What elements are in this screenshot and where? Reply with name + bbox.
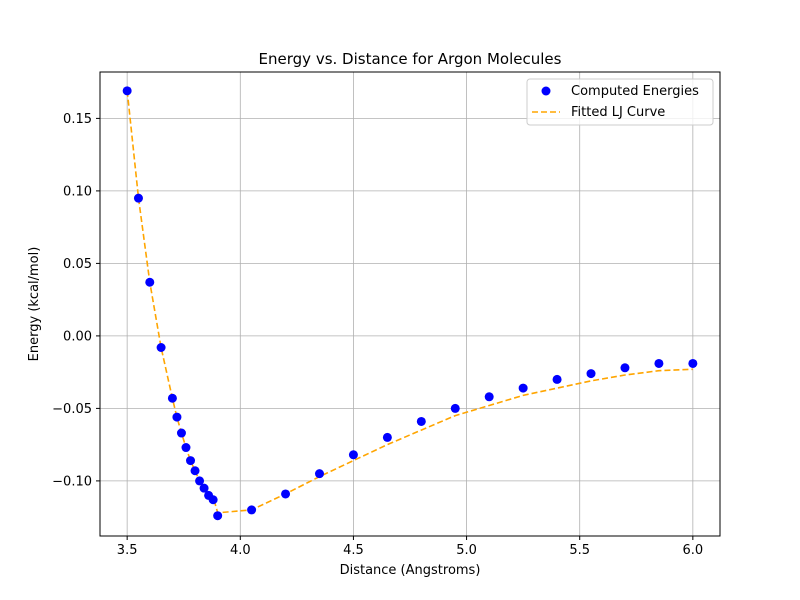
chart-title: Energy vs. Distance for Argon Molecules — [259, 50, 562, 68]
computed-energy-point — [552, 374, 562, 384]
y-axis-label: Energy (kcal/mol) — [27, 247, 42, 362]
y-tick-label: 0.10 — [63, 184, 92, 199]
computed-energy-point — [181, 443, 191, 453]
computed-energy-point — [199, 483, 209, 493]
x-axis-ticks: 3.5 4.0 4.5 5.0 5.5 6.0 — [117, 536, 703, 558]
legend-box — [526, 78, 714, 126]
legend-label-fitted-lj-curve: Fitted LJ Curve — [571, 105, 665, 120]
computed-energy-point — [416, 416, 426, 426]
x-tick-label: 3.5 — [117, 543, 138, 558]
y-tick-label: −0.05 — [52, 402, 92, 417]
computed-energy-point — [620, 363, 630, 373]
computed-energy-point — [186, 456, 196, 466]
computed-energy-point — [213, 511, 223, 521]
x-tick-label: 4.5 — [343, 543, 364, 558]
grid-lines — [100, 72, 720, 536]
computed-energy-point — [688, 358, 698, 368]
computed-energy-point — [314, 469, 324, 479]
legend-marker-computed-energies — [541, 86, 551, 96]
computed-energy-point — [190, 466, 200, 476]
x-tick-label: 6.0 — [683, 543, 704, 558]
computed-energy-point — [133, 193, 143, 203]
computed-energy-point — [484, 392, 494, 402]
computed-energy-point — [586, 369, 596, 379]
x-tick-label: 5.5 — [569, 543, 590, 558]
computed-energy-point — [195, 476, 205, 486]
computed-energy-point — [145, 277, 155, 287]
computed-energy-point — [450, 403, 460, 413]
computed-energy-point — [654, 358, 664, 368]
computed-energy-point — [382, 432, 392, 442]
legend-label-computed-energies: Computed Energies — [571, 84, 699, 99]
computed-energy-point — [281, 489, 291, 499]
x-tick-label: 5.0 — [456, 543, 477, 558]
x-axis-label: Distance (Angstroms) — [340, 563, 481, 578]
x-tick-label: 4.0 — [230, 543, 251, 558]
y-axis-ticks: −0.10 −0.05 0.00 0.05 0.10 0.15 — [52, 112, 100, 489]
computed-energy-point — [208, 495, 218, 505]
series-layer — [122, 86, 698, 521]
computed-energy-point — [156, 343, 166, 352]
computed-energy-point — [518, 383, 528, 393]
computed-energy-point — [348, 450, 358, 460]
y-tick-label: 0.15 — [63, 112, 92, 127]
y-tick-label: −0.10 — [52, 474, 92, 489]
computed-energy-point — [176, 428, 186, 438]
y-tick-label: 0.05 — [63, 257, 92, 272]
computed-energy-point — [167, 393, 177, 403]
plot-area-frame — [99, 71, 721, 537]
computed-energy-point — [172, 412, 182, 422]
y-tick-label: 0.00 — [63, 329, 92, 344]
computed-energy-point — [122, 86, 132, 96]
legend: Computed Energies Fitted LJ Curve — [526, 78, 714, 126]
computed-energy-point — [247, 505, 257, 515]
